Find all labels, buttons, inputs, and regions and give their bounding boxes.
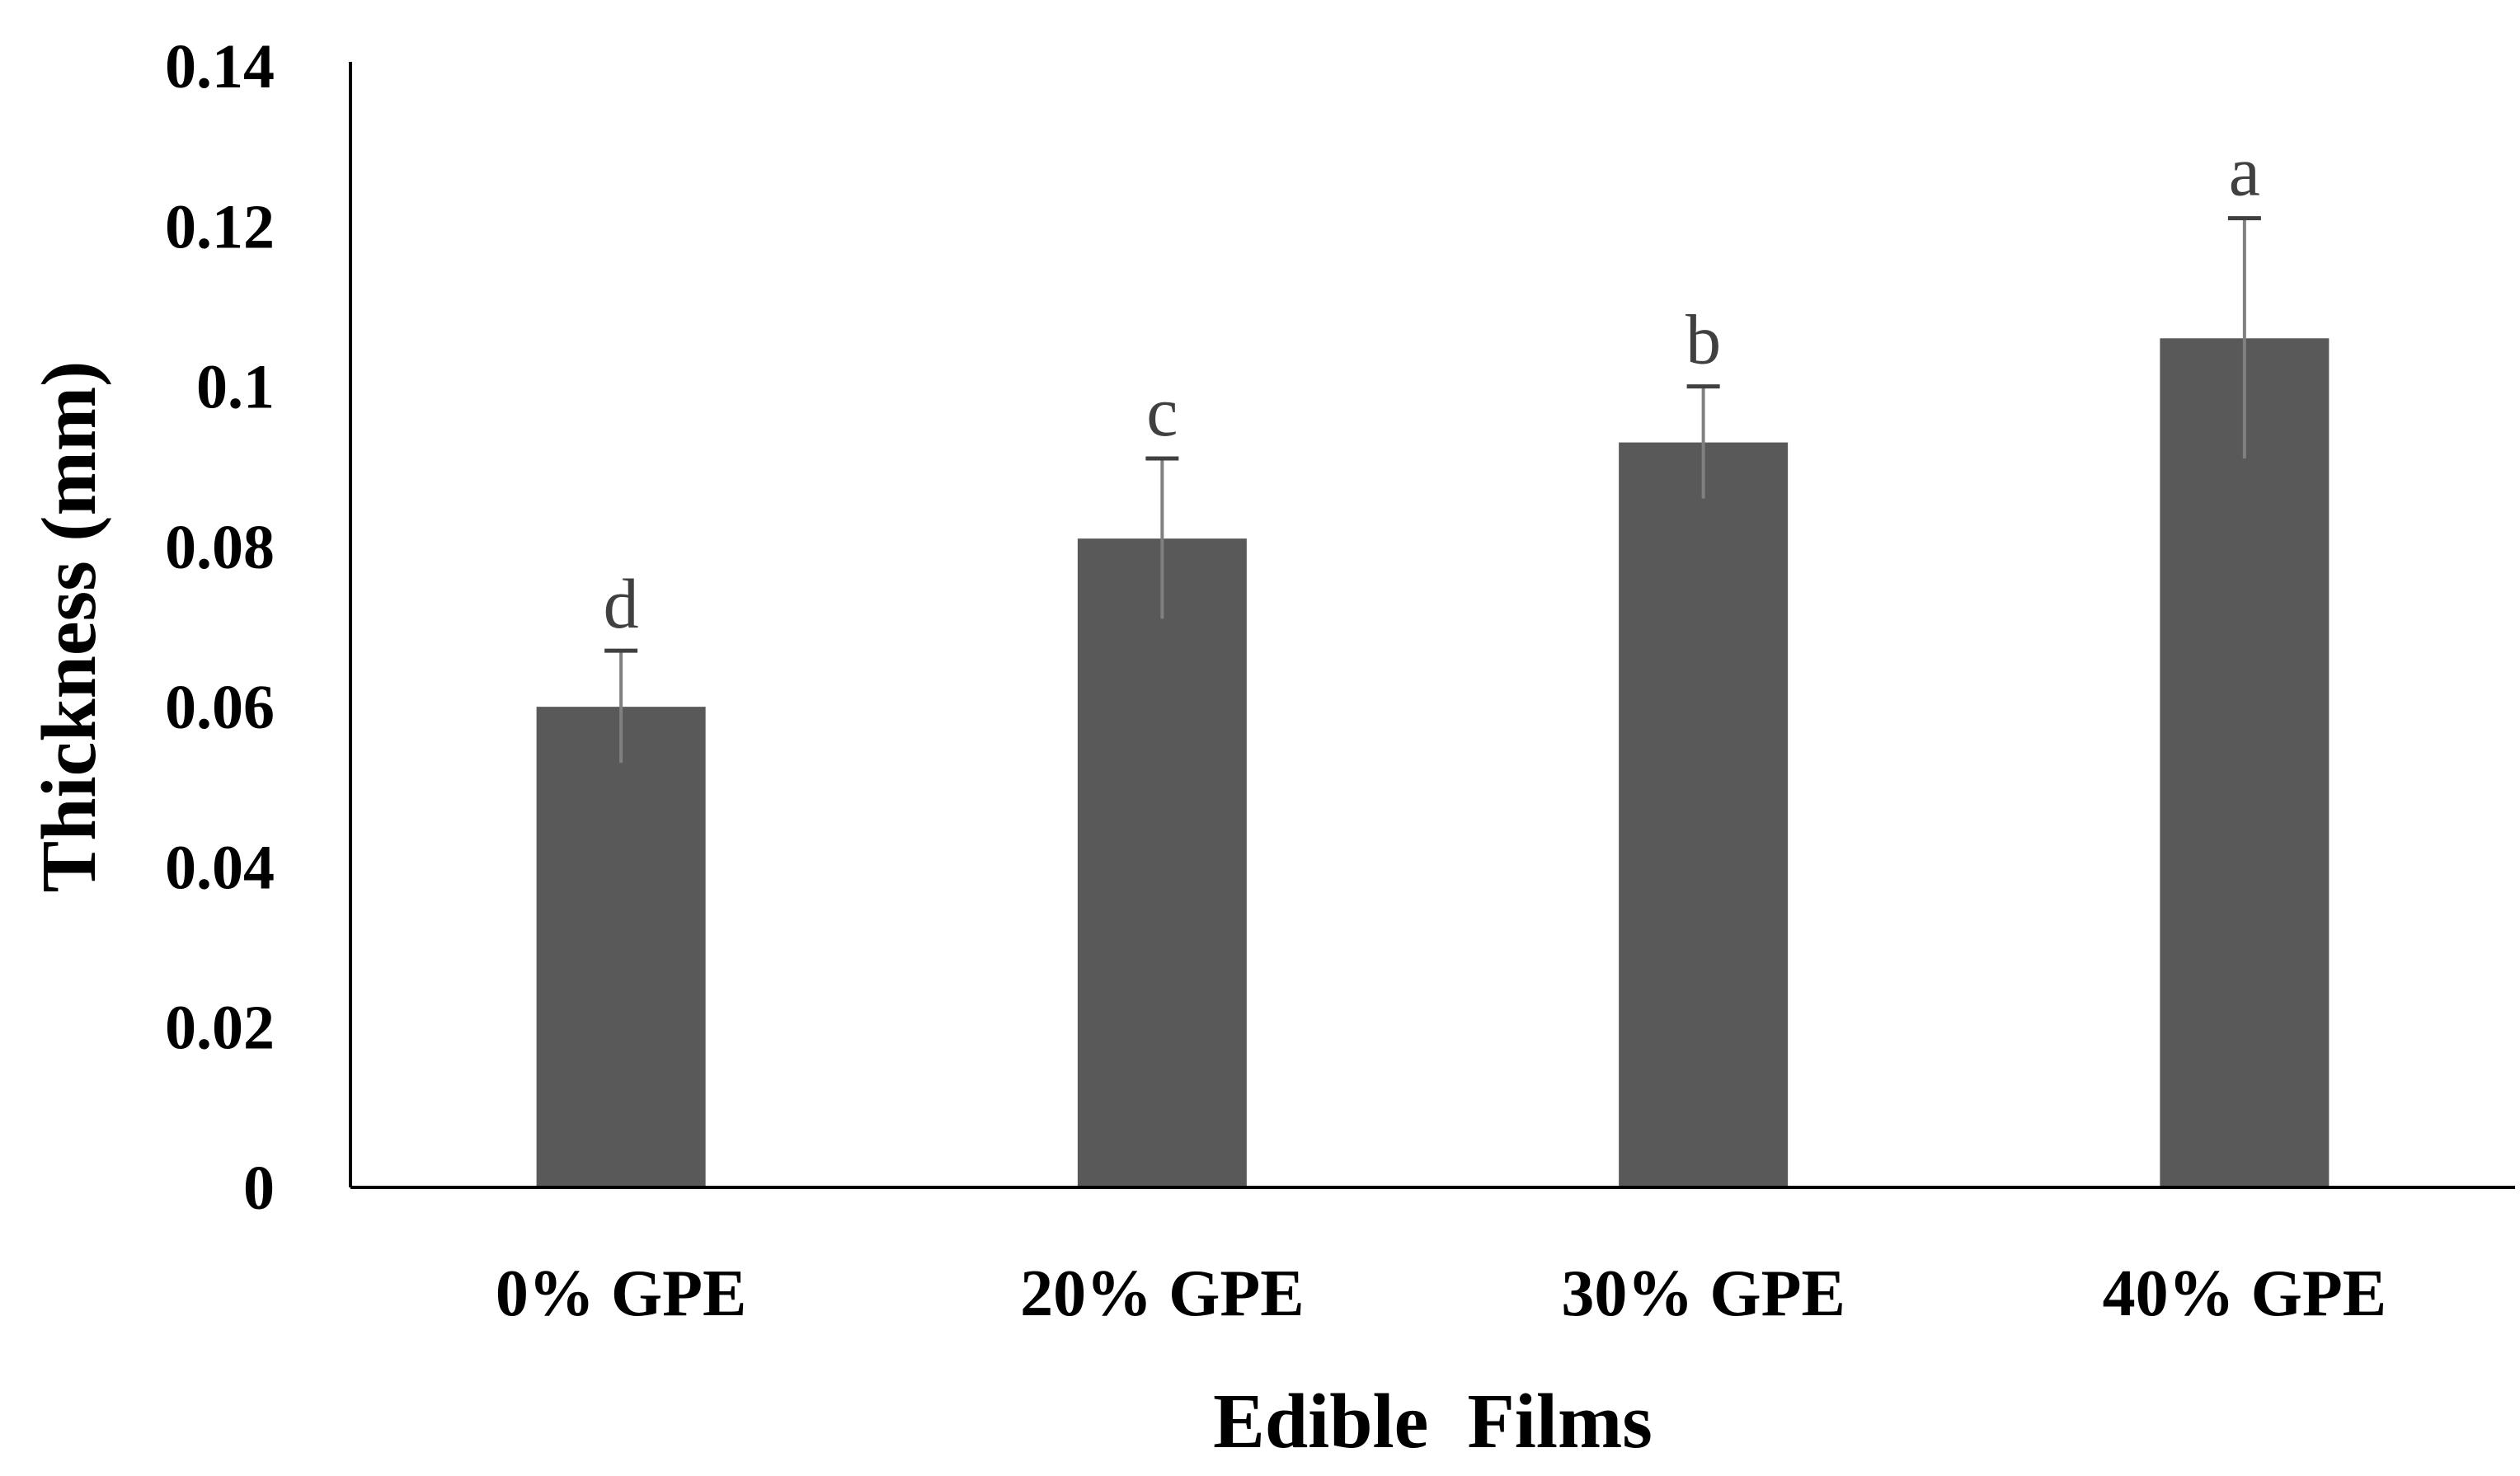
y-tick-label: 0 xyxy=(243,1154,275,1223)
y-tick-label: 0.1 xyxy=(196,353,275,422)
error-bars xyxy=(604,216,2261,764)
bars xyxy=(536,338,2330,1188)
y-tick-label: 0.12 xyxy=(165,192,275,261)
bar xyxy=(1619,442,1789,1187)
y-axis-title: Thickness (mm) xyxy=(26,361,112,893)
y-axis-ticks: 0 0.02 0.04 0.06 0.08 0.1 0.12 0.14 xyxy=(165,32,275,1223)
y-tick-label: 0.04 xyxy=(165,833,275,902)
x-category-label: 0% GPE xyxy=(496,1257,746,1330)
x-axis-title: Edible Films xyxy=(1213,1379,1653,1464)
y-tick-label: 0.02 xyxy=(165,994,275,1063)
bar xyxy=(536,707,706,1187)
y-tick-label: 0.06 xyxy=(165,673,275,742)
bar xyxy=(1077,538,1247,1187)
x-axis-categories: 0% GPE 20% GPE 30% GPE 40% GPE xyxy=(496,1257,2386,1330)
significance-letters: d c b a xyxy=(604,132,2260,644)
x-category-label: 40% GPE xyxy=(2103,1257,2386,1330)
x-category-label: 20% GPE xyxy=(1020,1257,1304,1330)
y-tick-label: 0.14 xyxy=(165,32,275,101)
x-category-label: 30% GPE xyxy=(1561,1257,1845,1330)
significance-letter: d xyxy=(604,564,639,643)
significance-letter: b xyxy=(1685,300,1721,379)
significance-letter: a xyxy=(2229,132,2260,211)
significance-letter: c xyxy=(1146,372,1178,451)
y-tick-label: 0.08 xyxy=(165,513,275,582)
bar xyxy=(2160,338,2330,1188)
